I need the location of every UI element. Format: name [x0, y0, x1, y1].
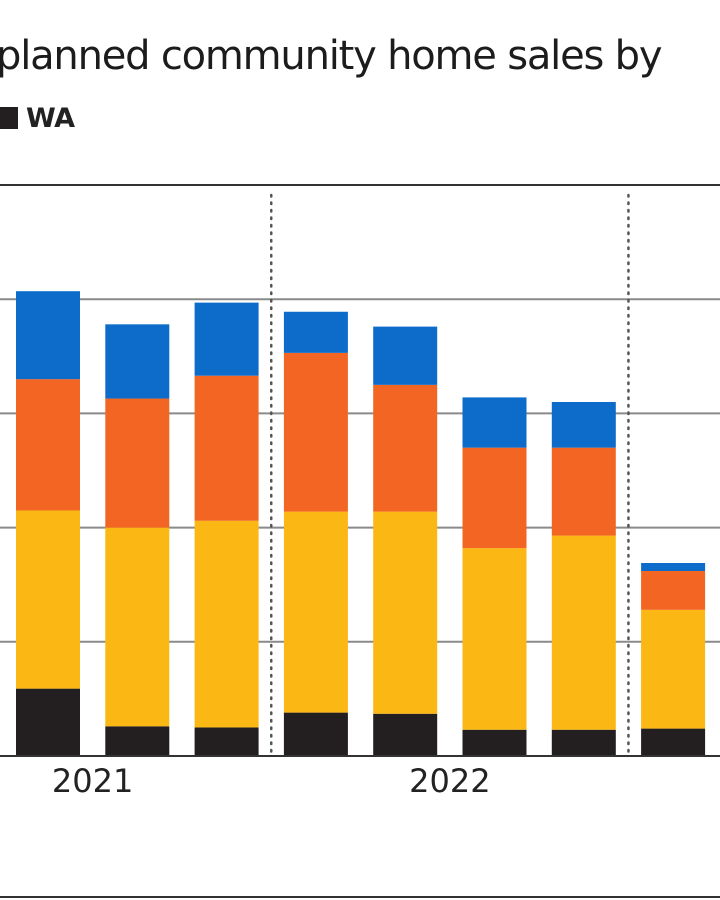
- bar-6-series-2: [462, 548, 527, 730]
- bar-3-series-2: [194, 520, 259, 728]
- bar-4-series-1: [283, 712, 348, 756]
- bar-1-series-4: [16, 291, 80, 380]
- bar-1-series-3: [16, 379, 80, 511]
- chart-title: planned community home sales by: [0, 33, 663, 79]
- bar-2-series-1: [105, 726, 170, 756]
- bar-5-series-4: [373, 326, 438, 385]
- bar-7-series-3: [551, 447, 616, 536]
- x-tick-label-2021: 2021: [52, 762, 133, 800]
- bar-6-series-3: [462, 447, 527, 549]
- bar-7-series-1: [551, 729, 616, 756]
- bar-6-series-4: [462, 397, 527, 448]
- bar-5-series-2: [373, 511, 438, 714]
- bar-5-series-1: [373, 713, 438, 756]
- bar-1-series-2: [16, 510, 80, 689]
- bar-3-series-3: [194, 375, 259, 521]
- bar-2-series-4: [105, 324, 170, 399]
- bar-7-series-4: [551, 401, 616, 448]
- legend: WA: [0, 102, 75, 134]
- bar-4-series-3: [283, 352, 348, 512]
- bar-8-series-3: [641, 570, 706, 610]
- bar-5-series-3: [373, 384, 438, 512]
- x-tick-label-2022: 2022: [409, 762, 490, 800]
- bar-4-series-4: [283, 311, 348, 353]
- bar-7-series-2: [551, 535, 616, 730]
- bar-4-series-2: [283, 511, 348, 713]
- bar-3-series-4: [194, 302, 259, 376]
- legend-swatch-wa: [0, 107, 18, 129]
- bar-8-series-4: [641, 563, 706, 571]
- bar-8-series-1: [641, 728, 706, 756]
- legend-label-wa: WA: [26, 102, 75, 134]
- bar-1-series-1: [16, 688, 80, 756]
- bar-2-series-2: [105, 527, 170, 727]
- bar-2-series-3: [105, 398, 170, 528]
- bar-6-series-1: [462, 729, 527, 756]
- bar-3-series-1: [194, 727, 259, 756]
- bar-8-series-2: [641, 609, 706, 729]
